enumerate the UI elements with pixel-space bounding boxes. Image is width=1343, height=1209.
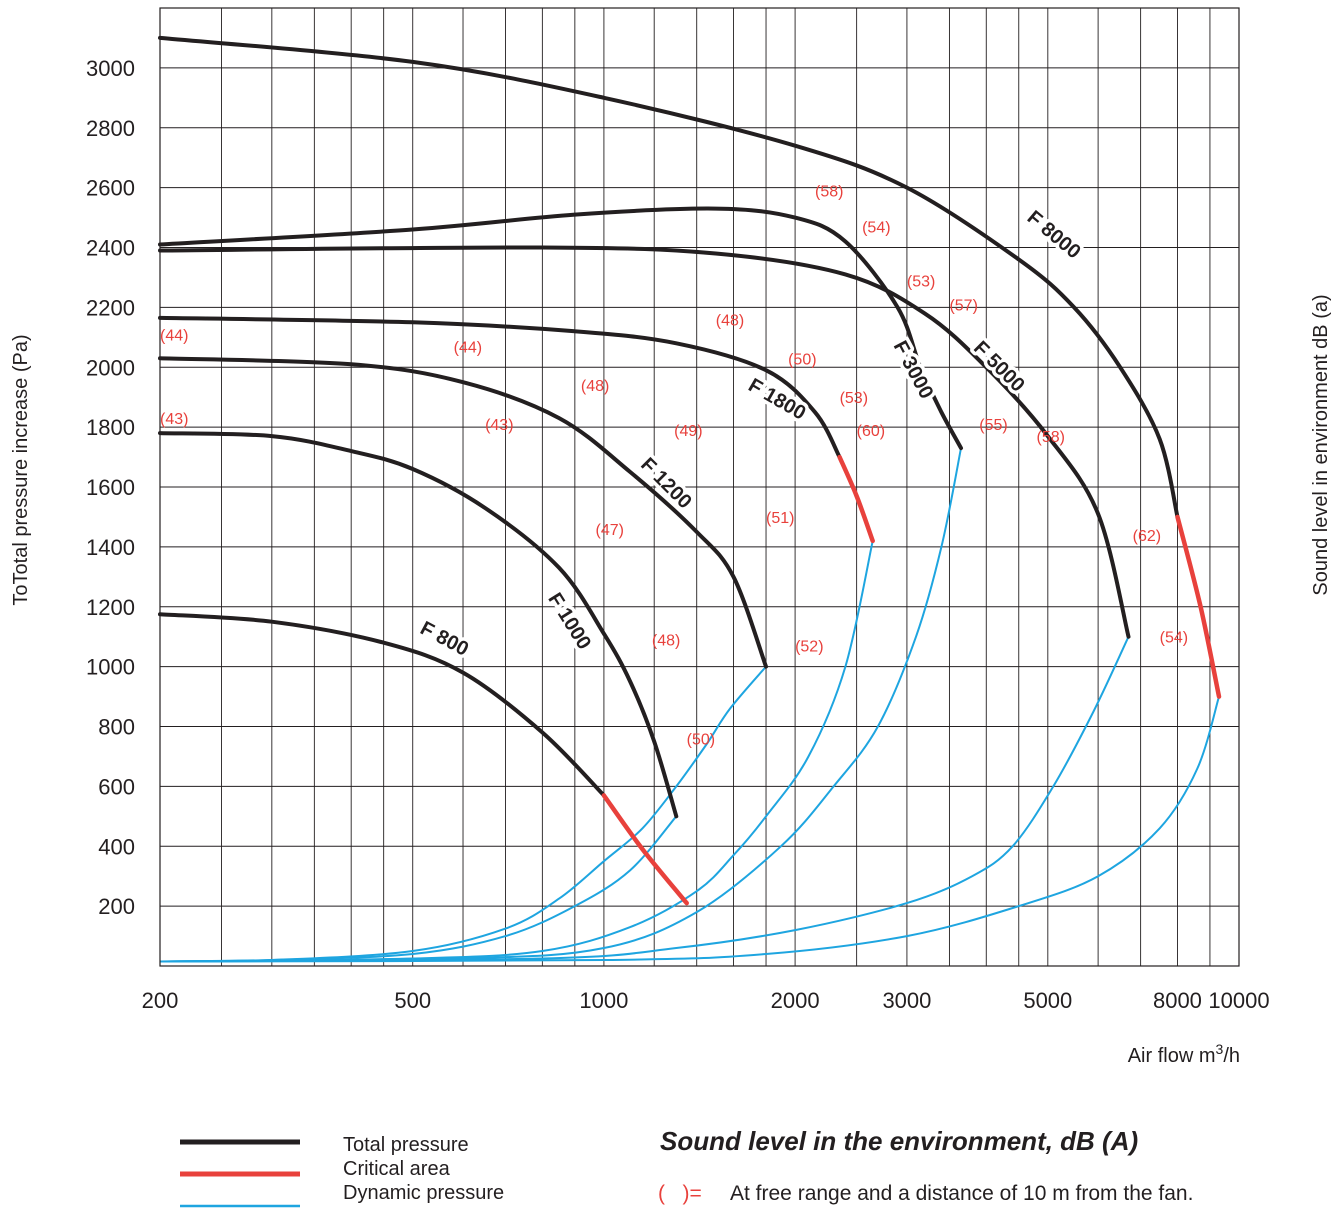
total-pressure-f-8000: [158, 35, 1180, 519]
y-axis-title: ToTotal pressure increase (Pa): [10, 334, 32, 605]
total-pressure-f-1000: [158, 431, 679, 819]
sound-level-label: (48): [652, 633, 680, 650]
total-pressure-f-1800: [158, 315, 842, 460]
secondary-y-axis-title: Sound level in environment dB (a): [1310, 294, 1332, 595]
total-pressure-f-3000: [158, 206, 963, 451]
sound-level-label: (52): [795, 639, 823, 656]
sound-level-label: (60): [857, 423, 885, 440]
dynamic-pressure-curves: [159, 447, 1220, 963]
y-tick-label: 2600: [86, 176, 135, 201]
x-tick-label: 500: [394, 988, 431, 1013]
x-tick-label: 200: [142, 988, 179, 1013]
sound-level-label: (49): [674, 423, 702, 440]
legend-label-dynamic: Dynamic pressure: [343, 1182, 504, 1204]
sound-level-label: (48): [581, 378, 609, 395]
x-tick-labels: 200 500 1000 2000 3000 5000 8000 10000: [142, 988, 1270, 1013]
sound-level-label: (54): [862, 220, 890, 237]
x-axis-title: Air flow m3/h: [1128, 1041, 1240, 1067]
sound-level-label: (58): [1037, 429, 1065, 446]
total-pressure-f-5000: [158, 245, 1131, 639]
critical-area-f-800: [601, 793, 689, 906]
critical-area-f-1800: [837, 454, 875, 544]
x-tick-label: 5000: [1023, 988, 1072, 1013]
y-tick-label: 200: [98, 894, 135, 919]
y-tick-label: 2000: [86, 355, 135, 380]
sound-level-label: (48): [716, 312, 744, 329]
y-tick-label: 1600: [86, 475, 135, 500]
x-tick-label: 2000: [771, 988, 820, 1013]
sound-level-label: (43): [485, 417, 513, 434]
x-tick-label: 10000: [1208, 988, 1269, 1013]
y-tick-labels: 200 400 600 800 1000 1200 1400 1600 1800 2000 2200…: [86, 56, 135, 919]
dynamic-pressure-f-5000: [159, 696, 1220, 963]
total-pressure-f-800: [158, 612, 606, 798]
x-tick-label: 1000: [579, 988, 628, 1013]
sound-level-label: (47): [596, 522, 624, 539]
sound-level-label: (57): [949, 297, 977, 314]
critical-area-f-8000: [1175, 514, 1222, 699]
total-pressure-curves: [158, 35, 1180, 819]
y-tick-label: 2800: [86, 116, 135, 141]
y-tick-label: 2400: [86, 236, 135, 261]
sound-level-label: (44): [160, 327, 188, 344]
sound-note-text: At free range and a distance of 10 m fro…: [730, 1182, 1193, 1205]
sound-level-label: (53): [840, 390, 868, 407]
sound-level-label: (50): [687, 731, 715, 748]
y-tick-label: 3000: [86, 56, 135, 81]
sound-level-label: (62): [1133, 528, 1161, 545]
model-label: F 3000: [889, 337, 938, 402]
dynamic-pressure-f-1000: [159, 815, 678, 963]
y-tick-label: 800: [98, 715, 135, 740]
model-label: F 1800: [744, 374, 809, 424]
model-label: F 1000: [543, 589, 595, 653]
critical-area-curves: [601, 454, 1222, 906]
y-tick-label: 1400: [86, 535, 135, 560]
dynamic-pressure-f-1200: [159, 540, 874, 963]
y-tick-label: 400: [98, 834, 135, 859]
sound-level-label: (44): [454, 339, 482, 356]
y-tick-label: 2200: [86, 295, 135, 320]
dynamic-pressure-f-1800: [159, 447, 962, 963]
sound-level-label: (51): [766, 510, 794, 527]
sound-level-label: (50): [788, 351, 816, 368]
sound-level-label: (54): [1160, 630, 1188, 647]
sound-level-label: (58): [815, 184, 843, 201]
x-tick-label: 8000: [1153, 988, 1202, 1013]
sound-level-labels: (43) (43) (47) (48) (50) (44) (44) (48) (49) (51)…: [160, 184, 1188, 749]
legend-label-critical: Critical area: [343, 1158, 451, 1180]
y-tick-label: 1000: [86, 655, 135, 680]
sound-note-marker: ( )=: [658, 1182, 702, 1205]
model-label: F 8000: [1023, 207, 1085, 264]
y-tick-label: 1800: [86, 415, 135, 440]
legend: Total pressure Critical area Dynamic pre…: [180, 1134, 504, 1208]
sound-level-label: (43): [160, 411, 188, 428]
plot-frame: [159, 7, 1240, 967]
total-pressure-f-1200: [158, 356, 768, 669]
model-label: F 5000: [969, 337, 1029, 397]
sound-level-title: Sound level in the environment, dB (A): [660, 1126, 1138, 1156]
x-tick-label: 3000: [882, 988, 931, 1013]
y-tick-label: 1200: [86, 595, 135, 620]
sound-level-label: (55): [979, 417, 1007, 434]
y-tick-label: 600: [98, 774, 135, 799]
sound-level-label: (53): [907, 273, 935, 290]
legend-label-total: Total pressure: [343, 1134, 469, 1156]
grid: [159, 8, 1240, 966]
dynamic-pressure-f-3000: [159, 636, 1130, 963]
